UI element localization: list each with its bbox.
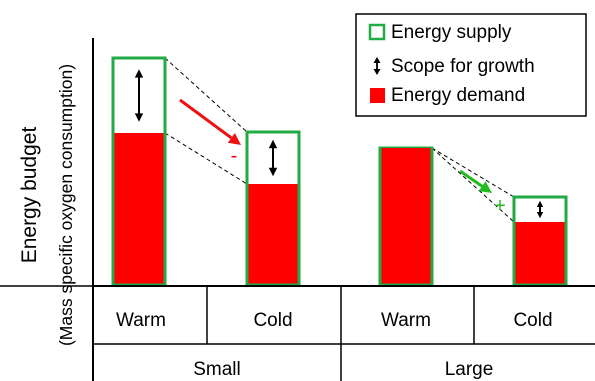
scope-arrow-small-cold (268, 139, 278, 177)
y-axis-sublabel: (Mass specific oxygen consumption) (56, 64, 76, 346)
decrease-arrow (179, 98, 241, 145)
demand-connector-small (164, 132, 248, 185)
legend-symbol-scope-arrow (373, 57, 381, 75)
tick-label-large-cold: Cold (513, 310, 552, 331)
demand-connector-large (431, 147, 515, 223)
supply-connector-small (164, 57, 248, 133)
legend-label-2: Scope for growth (391, 56, 535, 77)
demand-bar-small-warm (114, 133, 164, 284)
legend-item-energy-supply: Energy supply (368, 22, 512, 43)
legend: Energy supply Scope for growth Energy dema… (355, 13, 587, 117)
decrease-sign: - (231, 145, 238, 167)
scope-arrow-small-warm (134, 69, 144, 122)
tick-label-small-cold: Cold (253, 310, 292, 331)
y-axis-label: Energy budget (18, 127, 41, 264)
legend-symbol-demand (370, 88, 385, 103)
legend-box (355, 13, 587, 117)
legend-item-scope-for-growth: Scope for growth (373, 56, 535, 77)
legend-label-3: Energy demand (391, 85, 525, 106)
demand-bar-large-cold (515, 222, 565, 284)
group-label-small: Small (193, 359, 241, 380)
increase-sign: + (494, 195, 506, 217)
plot-area: -+ (111, 56, 568, 287)
supply-connector-large (431, 147, 515, 198)
scope-arrow-large-cold (536, 200, 544, 219)
y-axis-title: Energy budget (Mass specific oxygen cons… (18, 64, 76, 346)
demand-bar-large-warm (381, 148, 431, 284)
tick-label-large-warm: Warm (381, 310, 431, 331)
demand-bar-small-cold (248, 184, 298, 284)
tick-label-small-warm: Warm (116, 310, 166, 331)
legend-label-1: Energy supply (391, 22, 512, 43)
increase-arrow (459, 169, 492, 193)
legend-symbol-supply (368, 23, 386, 41)
axis-frame: Warm Cold Small Warm Cold Large (0, 38, 595, 381)
group-label-large: Large (445, 359, 494, 380)
legend-item-energy-demand: Energy demand (370, 85, 525, 106)
